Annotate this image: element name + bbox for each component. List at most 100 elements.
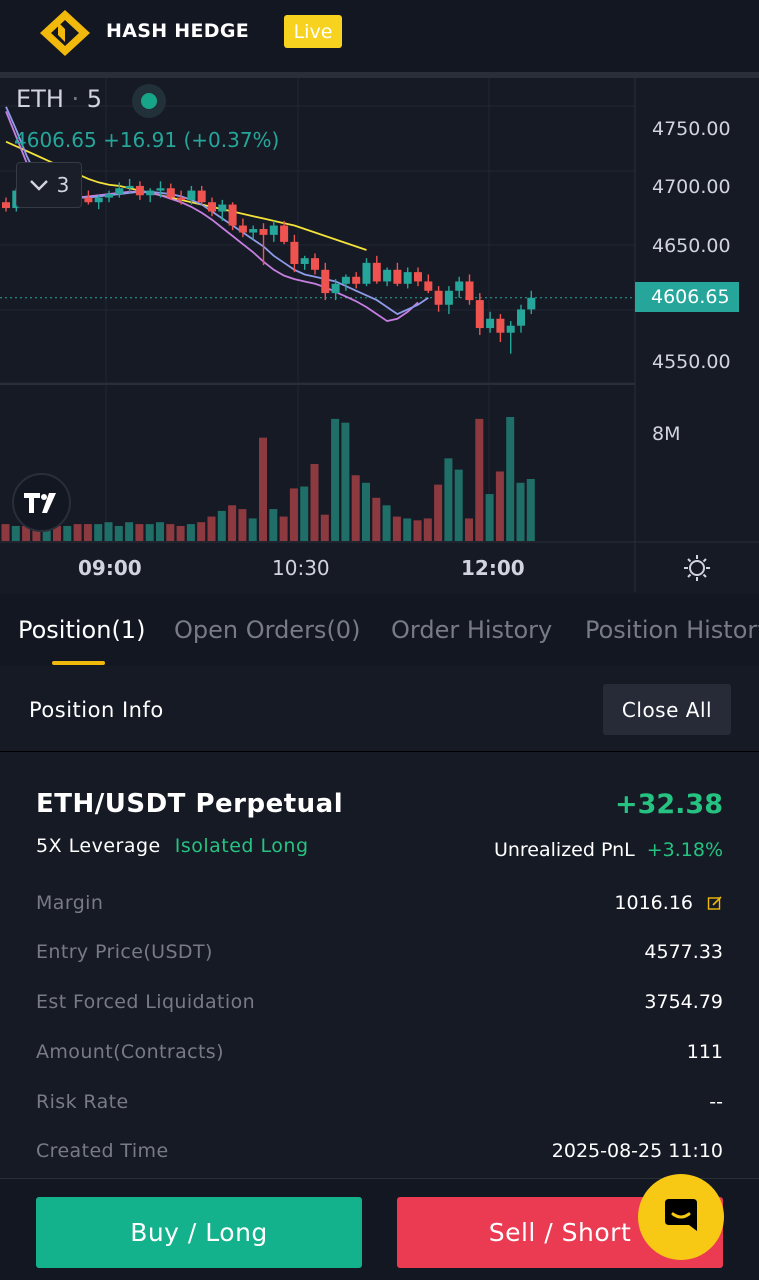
time-tick: 12:00: [461, 556, 525, 580]
volume-bar: [94, 524, 103, 541]
candle-body: [177, 197, 186, 200]
active-tab-indicator: [52, 661, 105, 665]
volume-bar: [465, 518, 473, 541]
candle-body: [208, 202, 216, 212]
candle-body: [259, 229, 268, 235]
volume-bar: [217, 510, 226, 541]
tab-position[interactable]: Position(1): [18, 616, 146, 644]
chart-interval[interactable]: 5: [86, 85, 103, 113]
hash-hedge-logo: [40, 10, 90, 56]
volume-bar: [279, 516, 288, 541]
candle-body: [352, 276, 361, 284]
edit-margin-icon[interactable]: [707, 895, 723, 911]
price-chart[interactable]: [0, 78, 759, 592]
candle-body: [187, 190, 196, 200]
position-info-bar: Position Info Close All: [0, 666, 759, 752]
last-price: 4606.65: [14, 128, 97, 152]
candle-body: [238, 225, 247, 233]
volume-bar: [53, 525, 61, 541]
candle-body: [341, 276, 350, 284]
position-pair: ETH/USDT Perpetual: [36, 789, 344, 819]
candle-body: [300, 258, 309, 264]
candle-body: [517, 309, 525, 326]
buy-long-button[interactable]: Buy / Long: [36, 1197, 362, 1268]
volume-bar: [11, 525, 20, 541]
market-status-icon: [132, 84, 166, 118]
candle-body: [228, 204, 237, 226]
candle-body: [146, 190, 155, 196]
tradingview-logo[interactable]: [12, 473, 71, 532]
candle-body: [105, 194, 113, 198]
price-tick: 4700.00: [652, 176, 731, 198]
volume-bar: [289, 488, 298, 541]
volume-bar: [42, 527, 51, 541]
candle-body: [393, 269, 402, 284]
candle-body: [269, 225, 278, 235]
close-all-button[interactable]: Close All: [603, 684, 731, 735]
positions-tabs: Position(1) Open Orders(0) Order History…: [0, 594, 759, 666]
volume-tick: 8M: [652, 423, 681, 445]
header-divider: [0, 72, 759, 78]
candle-body: [496, 318, 505, 333]
volume-bar: [269, 509, 278, 541]
volume-bar: [300, 486, 309, 541]
tab-order-history[interactable]: Order History: [391, 616, 553, 644]
volume-bar: [248, 518, 257, 541]
volume-bar: [423, 518, 432, 541]
candle-body: [311, 258, 319, 270]
candle-body: [475, 300, 484, 329]
time-tick: 09:00: [78, 556, 142, 580]
volume-bar: [320, 514, 329, 541]
tab-open-orders[interactable]: Open Orders(0): [174, 616, 361, 644]
amount-row: Amount(Contracts) 111: [36, 1041, 723, 1063]
tab-position-history[interactable]: Position History: [585, 616, 759, 644]
volume-bar: [310, 463, 319, 541]
position-side: Isolated Long: [174, 835, 309, 857]
candle-body: [125, 185, 134, 189]
volume-bar: [506, 417, 515, 541]
candle-body: [2, 202, 10, 209]
chat-support-button[interactable]: [638, 1174, 724, 1260]
volume-bar: [32, 527, 41, 541]
chart-settings-icon[interactable]: [682, 553, 712, 583]
brand-name: HASH HEDGE: [106, 20, 250, 42]
time-tick: 10:30: [272, 556, 330, 580]
volume-bar: [197, 522, 206, 541]
indicator-count: 3: [56, 173, 70, 197]
position-card: ETH/USDT Perpetual +32.38 5X Leverage Iso…: [0, 753, 759, 1178]
volume-bar: [1, 524, 10, 541]
volume-bar: [341, 422, 350, 541]
candle-body: [321, 269, 330, 294]
candle-body: [465, 281, 474, 301]
position-pnl: +32.38: [614, 789, 723, 820]
candle-body: [527, 297, 536, 310]
candle-body: [372, 262, 381, 282]
volume-bar: [372, 497, 381, 541]
volume-bar: [22, 525, 31, 541]
candle-body: [84, 197, 93, 203]
candle-body: [362, 262, 371, 284]
margin-row: Margin 1016.16: [36, 892, 723, 914]
volume-bar: [495, 471, 504, 541]
candle-body: [166, 188, 175, 198]
candle-body: [403, 272, 412, 284]
indicators-toggle-button[interactable]: 3: [16, 162, 82, 208]
volume-bar: [145, 524, 154, 541]
chart-symbol[interactable]: ETH · 5: [16, 85, 103, 113]
candle-body: [331, 283, 340, 294]
candle-body: [444, 290, 453, 305]
price-tick: 4550.00: [652, 351, 731, 373]
margin-value: 1016.16: [614, 892, 693, 914]
unrealized-pnl-pct: +3.18%: [646, 839, 723, 861]
volume-bar: [125, 522, 134, 541]
volume-bar: [392, 516, 401, 541]
live-badge[interactable]: Live: [284, 15, 342, 48]
tradingview-icon: [23, 492, 56, 513]
candlestick-chart[interactable]: [0, 78, 759, 592]
volume-bar: [434, 484, 443, 541]
unrealized-pnl: Unrealized PnL +3.18%: [493, 839, 723, 861]
candle-body: [506, 325, 515, 333]
volume-bar: [362, 482, 370, 541]
volume-bar: [83, 524, 92, 541]
volume-bar: [176, 525, 185, 541]
